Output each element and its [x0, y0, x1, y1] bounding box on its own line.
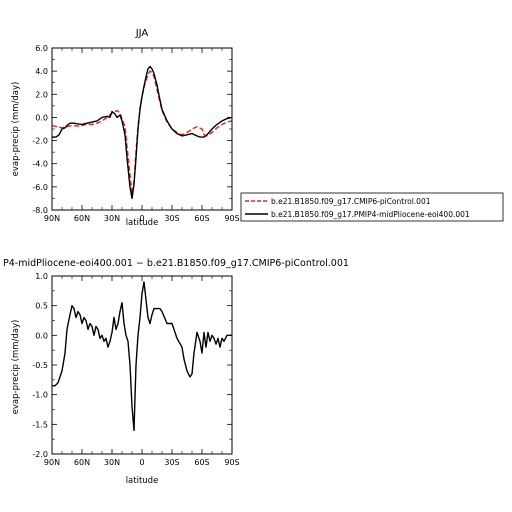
top-series-lines [51, 65, 233, 200]
bottom-y-tick-label: 1.0 [35, 272, 48, 281]
top-tick-marks [51, 47, 233, 211]
bottom-y-tick-label: 0.5 [35, 302, 48, 311]
top-series-line-0 [51, 70, 233, 195]
bottom-y-tick-labels: -2.0 -1.5 -1.0 -0.5 0.0 0.5 1.0 [32, 272, 48, 459]
bottom-x-tick-label: 30S [164, 458, 179, 467]
top-y-tick-label: 6.0 [35, 44, 48, 53]
bottom-x-tick-label: 90S [224, 458, 239, 467]
bottom-y-axis-label: evap-precip (mm/day) [11, 320, 21, 415]
legend-frame [240, 192, 504, 222]
top-y-tick-label: -6.0 [32, 183, 48, 192]
bottom-x-tick-label: 60S [194, 458, 209, 467]
bottom-x-tick-label: 90N [44, 458, 60, 467]
top-x-tick-label: 0 [139, 214, 144, 223]
top-x-tick-labels: 90N 60N 30N 0 30S 60S 90S [44, 214, 240, 223]
top-y-tick-label: -2.0 [32, 137, 48, 146]
bottom-y-tick-label: -2.0 [32, 450, 48, 459]
top-y-axis-label: evap-precip (mm/day) [11, 82, 21, 177]
top-y-tick-label: 0.0 [35, 113, 48, 122]
panel-bottom: P4-midPliocene-eoi400.001 − b.e21.B1850.… [3, 258, 349, 486]
bottom-title: P4-midPliocene-eoi400.001 − b.e21.B1850.… [3, 258, 349, 269]
bottom-series-line-0 [52, 281, 232, 431]
bottom-x-tick-label: 30N [104, 458, 120, 467]
bottom-series-lines [52, 281, 232, 431]
top-x-tick-label: 90N [44, 214, 60, 223]
bottom-plot-frame [51, 275, 233, 455]
bottom-y-tick-label: -1.0 [32, 391, 48, 400]
top-x-tick-label: 30N [104, 214, 120, 223]
legend-label-0: b.e21.B1850.f09_g17.CMIP6-piControl.001 [271, 197, 431, 206]
bottom-x-tick-label: 0 [139, 458, 144, 467]
top-y-tick-label: -8.0 [32, 206, 48, 215]
top-y-tick-labels: -8.0 -6.0 -4.0 -2.0 0.0 2.0 4.0 6.0 [32, 44, 48, 215]
bottom-y-tick-label: -1.5 [32, 420, 48, 429]
top-x-tick-label: 90S [224, 214, 239, 223]
top-x-tick-label: 30S [164, 214, 179, 223]
top-y-tick-label: -4.0 [32, 160, 48, 169]
bottom-x-tick-labels: 90N 60N 30N 0 30S 60S 90S [44, 458, 240, 467]
top-plot-frame [51, 47, 233, 211]
panel-top: JJA evap-precip (mm/day) latitude -8.0 -6… [11, 28, 240, 228]
legend: b.e21.B1850.f09_g17.CMIP6-piControl.001 … [240, 192, 504, 222]
top-title: JJA [135, 28, 149, 39]
bottom-tick-marks [51, 275, 233, 455]
bottom-y-tick-label: -0.5 [32, 361, 48, 370]
bottom-y-tick-label: 0.0 [35, 331, 48, 340]
top-series-line-1 [52, 65, 233, 200]
legend-label-1: b.e21.B1850.f09_g17.PMIP4-midPliocene-eo… [271, 210, 470, 219]
bottom-x-tick-label: 60N [74, 458, 90, 467]
top-x-axis-label: latitude [126, 218, 159, 228]
top-x-tick-label: 60N [74, 214, 90, 223]
top-y-tick-label: 4.0 [35, 67, 48, 76]
top-x-tick-label: 60S [194, 214, 209, 223]
bottom-x-axis-label: latitude [126, 476, 159, 486]
top-y-tick-label: 2.0 [35, 90, 48, 99]
